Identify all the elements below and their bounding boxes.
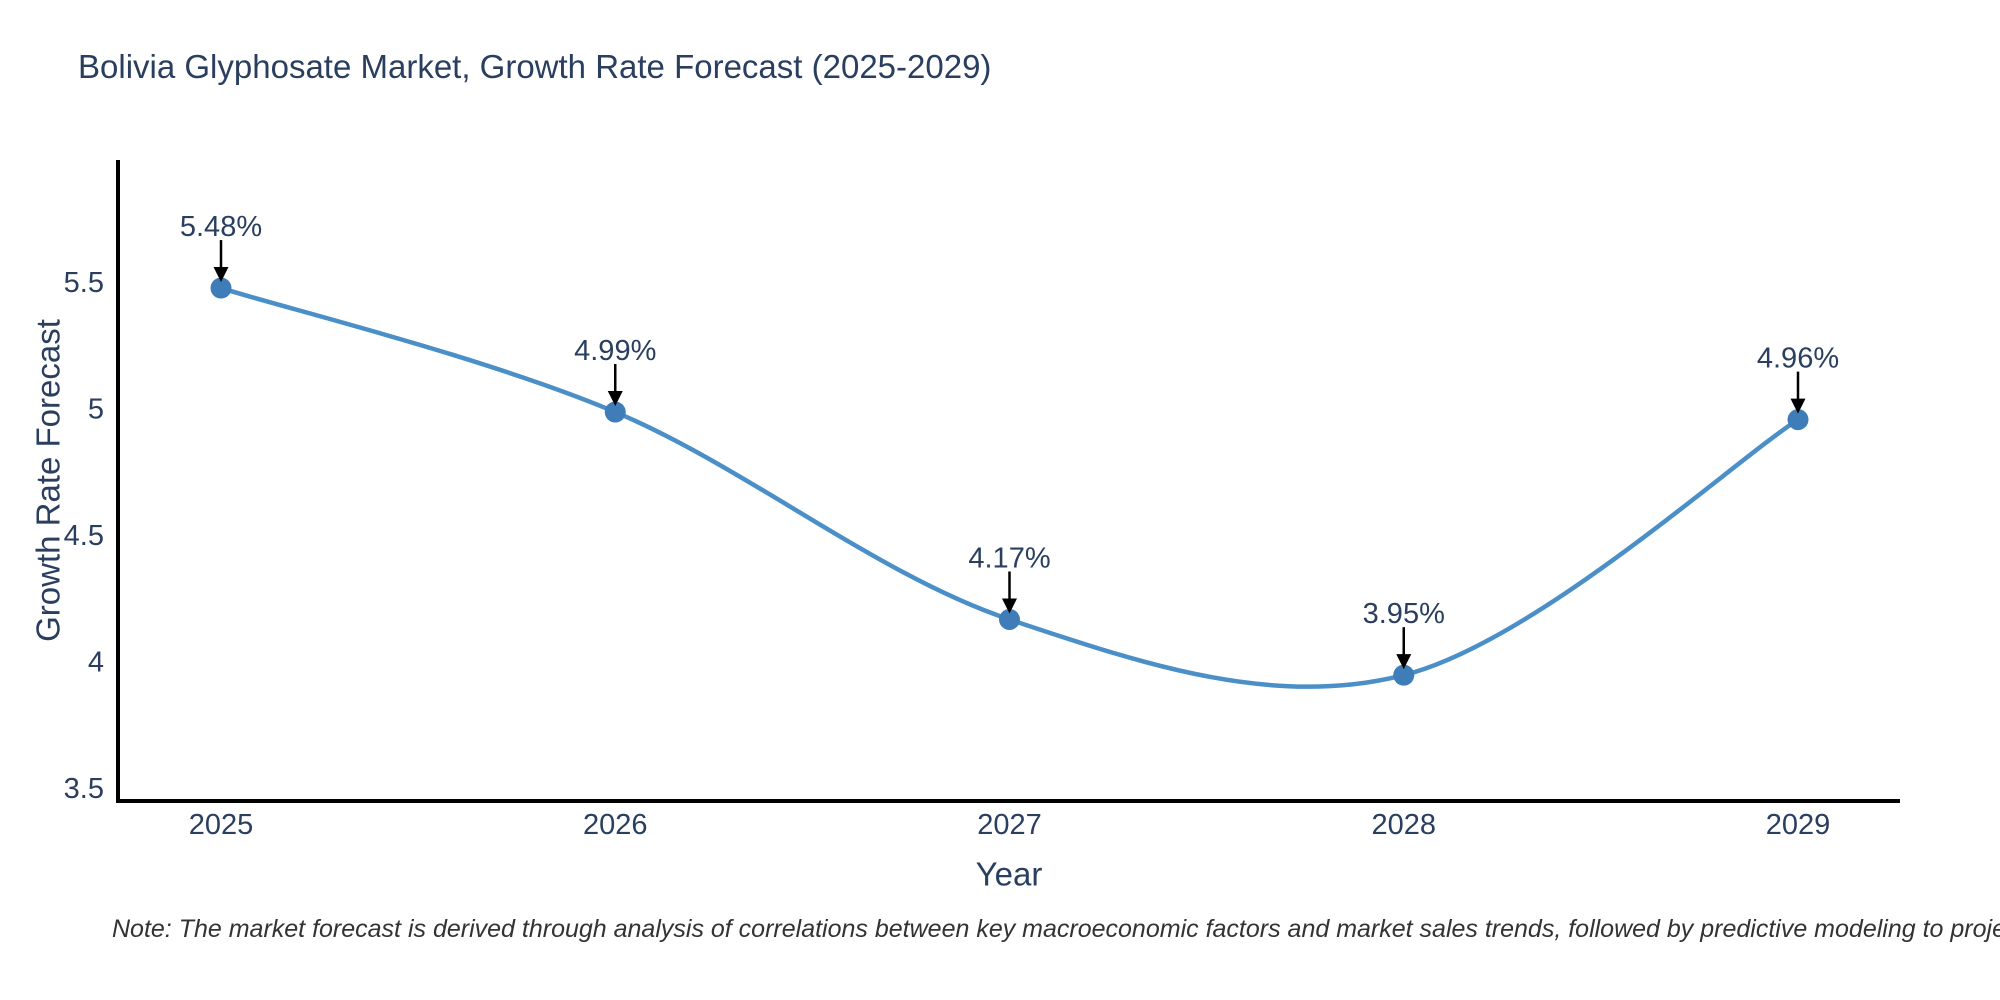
chart-title: Bolivia Glyphosate Market, Growth Rate F… <box>78 48 992 85</box>
y-axis-title: Growth Rate Forecast <box>30 319 67 642</box>
data-point-marker[interactable] <box>210 277 232 299</box>
x-axis-title: Year <box>976 856 1043 893</box>
data-point-label: 4.96% <box>1757 343 1839 375</box>
y-tick-label: 3.5 <box>64 773 104 805</box>
annotation-arrowhead <box>1002 598 1017 614</box>
data-point-label: 4.99% <box>574 335 656 367</box>
x-tick-label: 2025 <box>189 809 254 841</box>
annotation-arrowhead <box>1396 654 1412 670</box>
y-tick-label: 5 <box>88 394 104 426</box>
x-tick-label: 2027 <box>977 809 1042 841</box>
annotation-arrowhead <box>607 391 623 407</box>
x-tick-label: 2029 <box>1766 809 1831 841</box>
x-tick-label: 2028 <box>1371 809 1436 841</box>
data-point-marker[interactable] <box>1787 409 1809 431</box>
data-point-marker[interactable] <box>999 608 1020 630</box>
growth-rate-line-chart: 5.5 5 4.5 4 3.5 2025 2026 2027 2028 2029 Year Growt… <box>30 160 1900 893</box>
footnote: Note: The market forecast is derived thr… <box>112 915 2000 943</box>
y-tick-label: 4.5 <box>64 520 104 552</box>
data-point-marker[interactable] <box>604 401 626 423</box>
y-tick-label: 4 <box>88 647 104 679</box>
x-tick-label: 2026 <box>583 809 648 841</box>
y-tick-label: 5.5 <box>64 267 104 299</box>
data-point-label: 4.17% <box>968 542 1050 574</box>
data-point-marker[interactable] <box>1393 664 1415 686</box>
data-point-label: 3.95% <box>1363 598 1445 630</box>
data-point-label: 5.48% <box>180 211 262 243</box>
annotation-arrowhead <box>1790 398 1806 414</box>
annotation-arrowhead <box>213 267 229 283</box>
